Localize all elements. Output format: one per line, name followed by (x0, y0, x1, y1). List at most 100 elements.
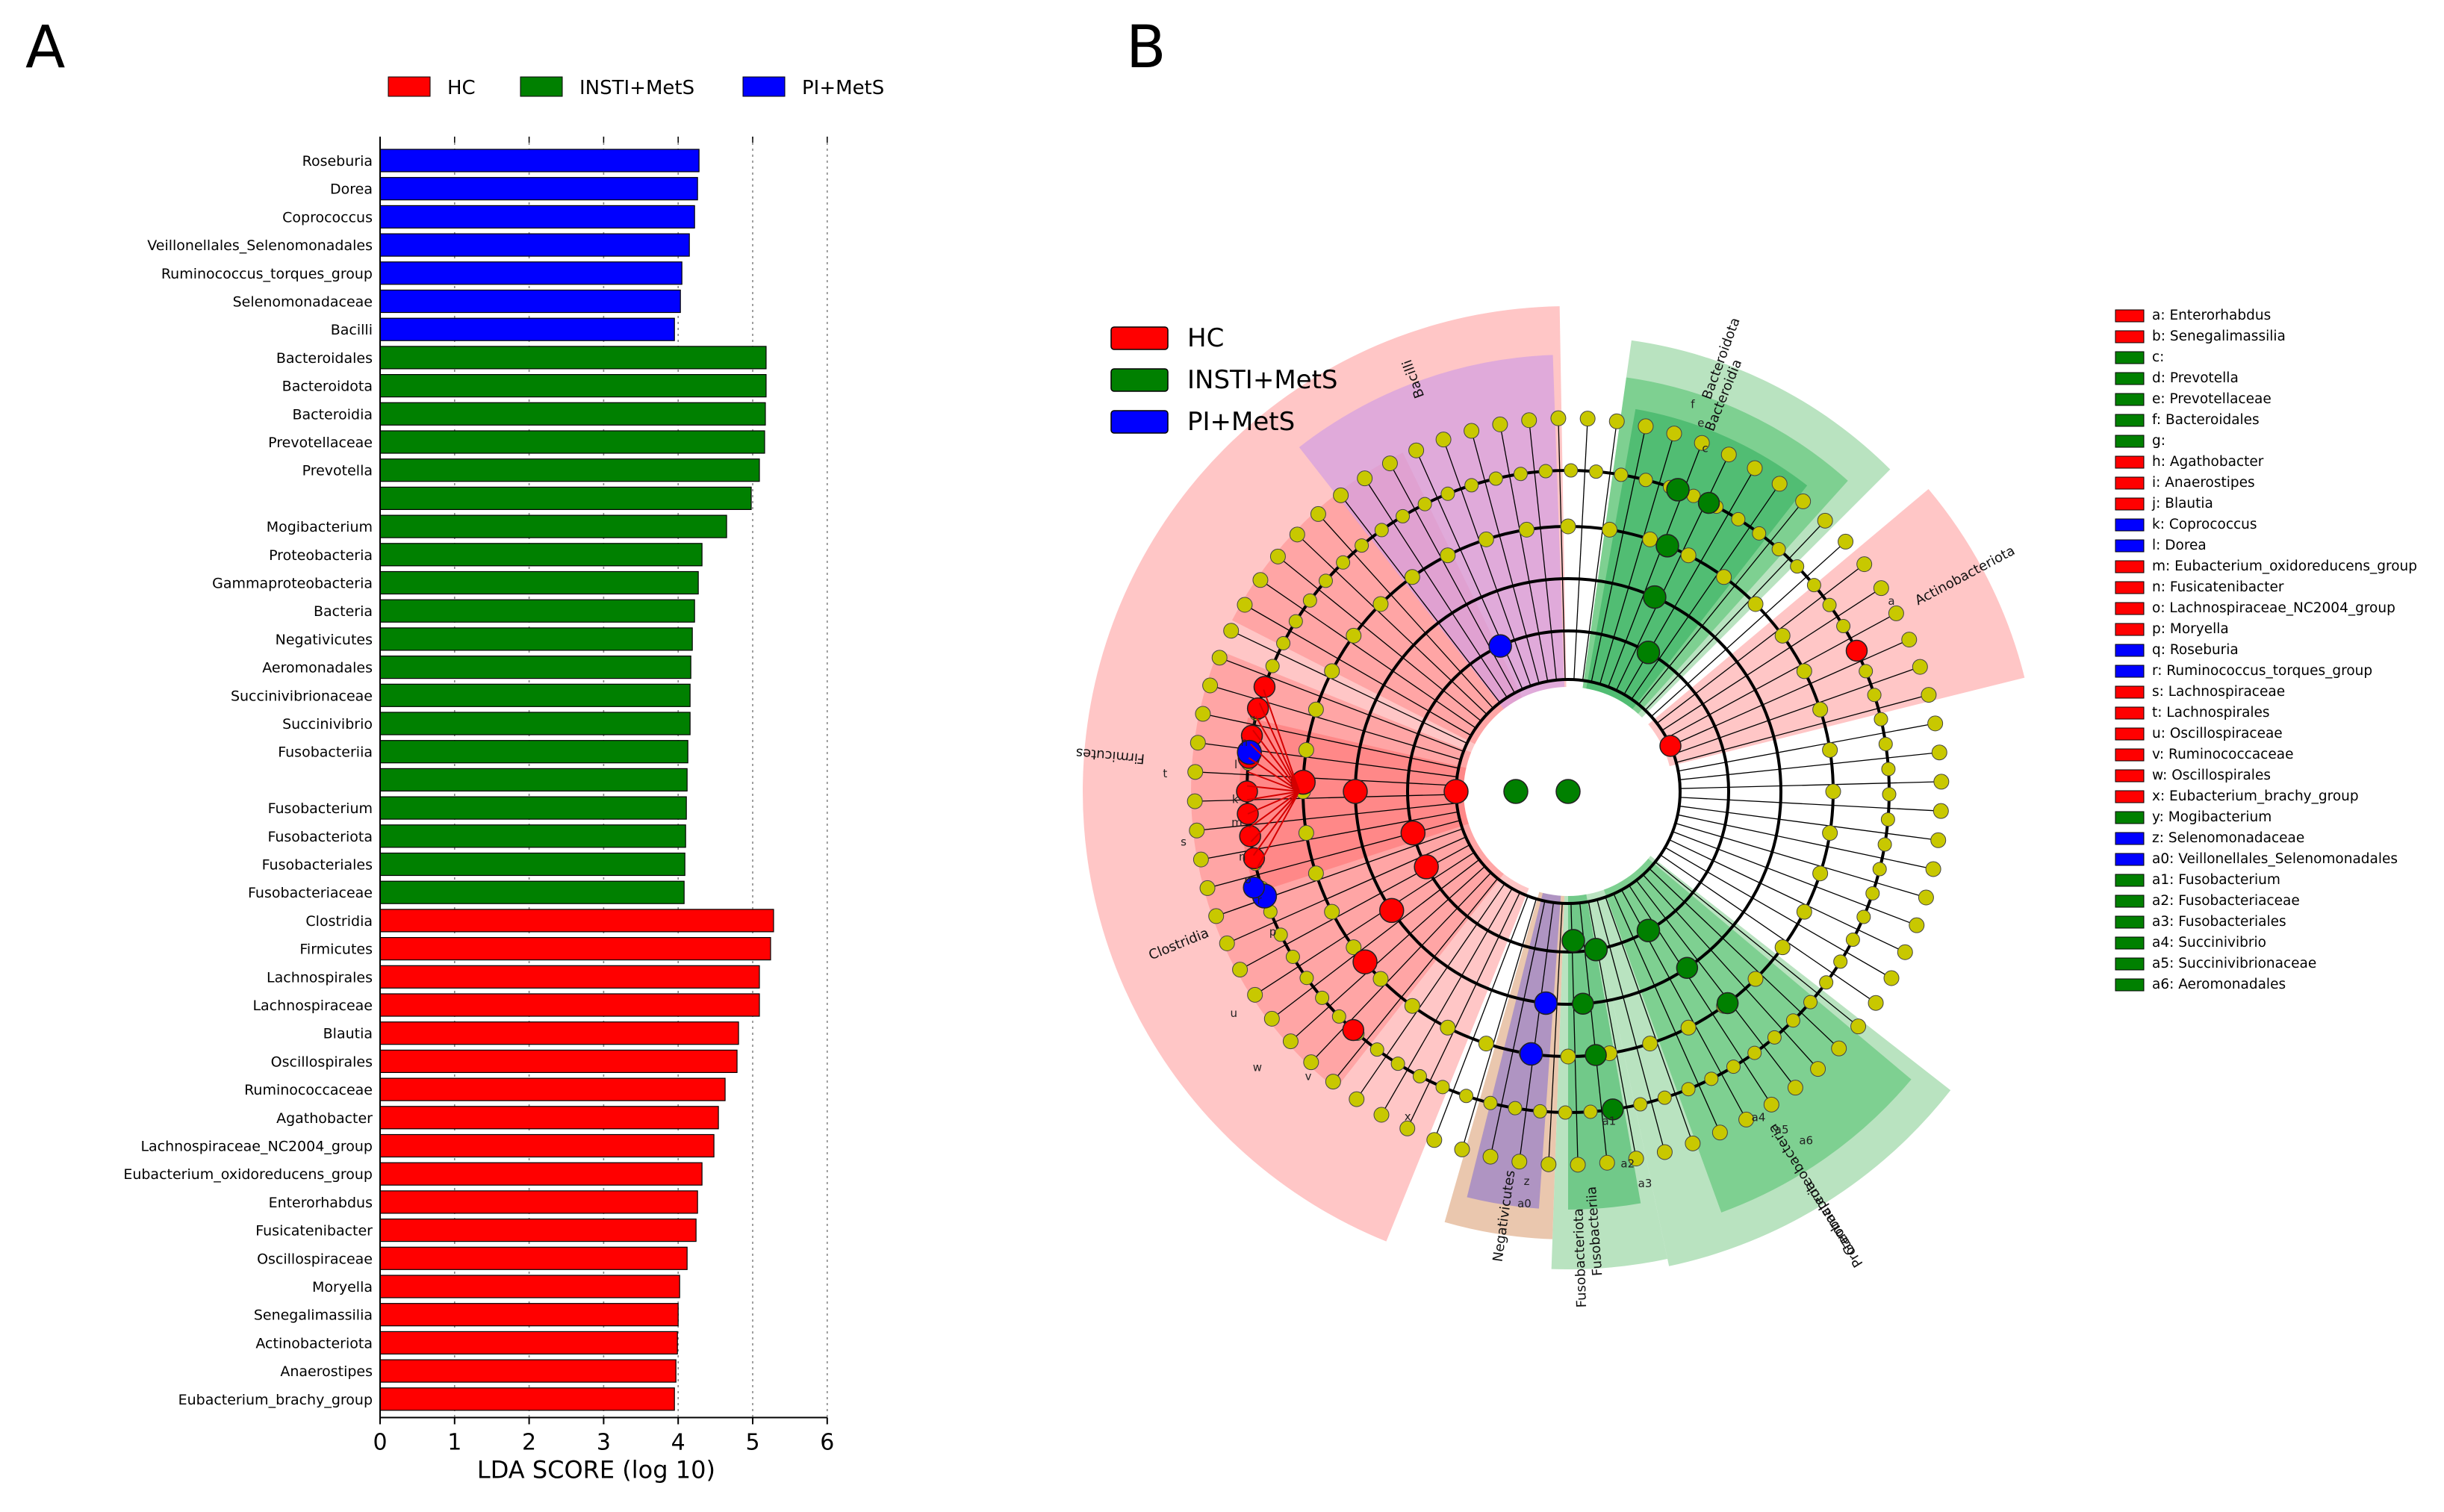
genus-node (1583, 1104, 1598, 1119)
biomarker-node (1253, 676, 1276, 698)
family-node (1774, 627, 1791, 644)
genus-node (1564, 463, 1579, 478)
genus-node (1265, 659, 1280, 673)
family-node (1372, 971, 1389, 987)
genus-node (1288, 614, 1303, 629)
branch (1519, 902, 1555, 1162)
genus-node (1508, 1101, 1523, 1116)
key-swatch-h (2115, 455, 2145, 469)
sector-label-fusobacteriota: Fusobacteriota (1570, 1208, 1590, 1308)
category-label: Firmicutes (299, 942, 373, 958)
leaf-node (1897, 944, 1913, 960)
highlight-branch (1246, 785, 1300, 792)
branch (1310, 872, 1492, 1063)
bar-firmicutes (379, 936, 771, 961)
clade-code-o: o (1245, 873, 1251, 886)
biomarker-node (1343, 779, 1368, 804)
branch (1670, 639, 1910, 747)
branch (1656, 564, 1865, 724)
highlight-branch (1263, 689, 1300, 792)
bar-coprococcus (379, 205, 695, 228)
clado-legend-swatch-hc (1110, 326, 1169, 350)
category-label: Fusicatenibacter (255, 1223, 373, 1239)
clade-code-v: v (1305, 1069, 1312, 1083)
category-label: Succinivibrio (282, 716, 373, 732)
bar-dorea (379, 177, 698, 201)
genus-node (1331, 1009, 1346, 1024)
leaf-node (1909, 917, 1925, 933)
key-entry-n: n: Fusicatenibacter (2152, 579, 2284, 595)
clade-code-h: h (1241, 735, 1249, 749)
leaf-node (1720, 447, 1737, 463)
highlight-branch (1247, 791, 1300, 815)
clade-code-n: n (1239, 850, 1246, 864)
genus-node (1877, 837, 1892, 852)
biomarker-node (1697, 491, 1720, 514)
category-label: Dorea (330, 181, 373, 198)
leaf-node (1930, 832, 1947, 848)
biomarker-node (1414, 854, 1439, 880)
branch (1244, 604, 1472, 736)
taxonomy-ring (1406, 629, 1730, 953)
key-swatch-c (2115, 351, 2145, 364)
bar-succinivibrionaceae (379, 683, 691, 707)
branch (1661, 588, 1882, 731)
branch (1332, 878, 1499, 1082)
category-label: Lachnospiraceae_NC2004_group (140, 1139, 373, 1155)
leaf-node (1208, 908, 1225, 924)
genus-node (1440, 486, 1455, 501)
bar-actinobacteriota (379, 1331, 678, 1355)
branch (1558, 418, 1566, 680)
genus-node (1681, 1082, 1696, 1097)
branch (1356, 883, 1505, 1100)
leaf-node (1303, 1054, 1319, 1071)
key-swatch-n (2115, 581, 2145, 594)
bar-unnamed-12 (379, 486, 752, 511)
key-entry-g: g: (2152, 433, 2165, 449)
biomarker-node (1643, 585, 1667, 609)
category-label: Fusobacteriaceae (248, 885, 373, 901)
biomarker-node (1845, 639, 1868, 662)
key-entry-p: p: Moryella (2152, 621, 2229, 637)
leaf-node (1868, 995, 1884, 1011)
family-node (1822, 825, 1838, 841)
key-swatch-v (2115, 748, 2145, 762)
branch (1675, 822, 1927, 898)
genus-node (1752, 526, 1767, 541)
clade-code-a5: a5 (1775, 1123, 1789, 1136)
branch (1548, 903, 1563, 1165)
clade-code-a1: a1 (1602, 1115, 1616, 1128)
genus-node (1856, 909, 1871, 924)
branch (1340, 494, 1501, 703)
leaf-node (1269, 548, 1286, 564)
branch (1605, 897, 1694, 1144)
family-node (1680, 1019, 1697, 1036)
bar-proteobacteria (379, 543, 703, 567)
key-entry-o: o: Lachnospiraceae_NC2004_group (2152, 600, 2395, 616)
family-node (1478, 531, 1494, 547)
key-swatch-p (2115, 623, 2145, 636)
family-node (1346, 627, 1362, 644)
leaf-node (1931, 744, 1947, 761)
biomarker-node (1488, 634, 1512, 658)
leaf-node (1888, 605, 1904, 621)
leaf-node (1247, 986, 1263, 1003)
family-node (1346, 939, 1362, 956)
leaf-node (1482, 1148, 1499, 1165)
key-swatch-a1 (2115, 874, 2145, 887)
key-entry-y: y: Mogibacterium (2152, 809, 2272, 825)
leaf-node (1325, 1074, 1341, 1090)
genus-node (1459, 1089, 1474, 1104)
key-entry-l: l: Dorea (2152, 538, 2207, 553)
key-entry-z: z: Selenomonadaceae (2152, 830, 2304, 846)
key-swatch-a2 (2115, 895, 2145, 908)
branch (1219, 657, 1464, 752)
bar-lachnospiraceae-nc2004-group (379, 1133, 715, 1158)
genus-node (1867, 688, 1882, 703)
category-label: Fusobacteriia (278, 744, 373, 761)
leaf-node (1195, 706, 1211, 722)
leaf-node (1540, 1156, 1557, 1172)
branch (1529, 420, 1557, 680)
x-tick-label: 2 (522, 1430, 536, 1456)
bar-anaerostipes (379, 1359, 677, 1383)
